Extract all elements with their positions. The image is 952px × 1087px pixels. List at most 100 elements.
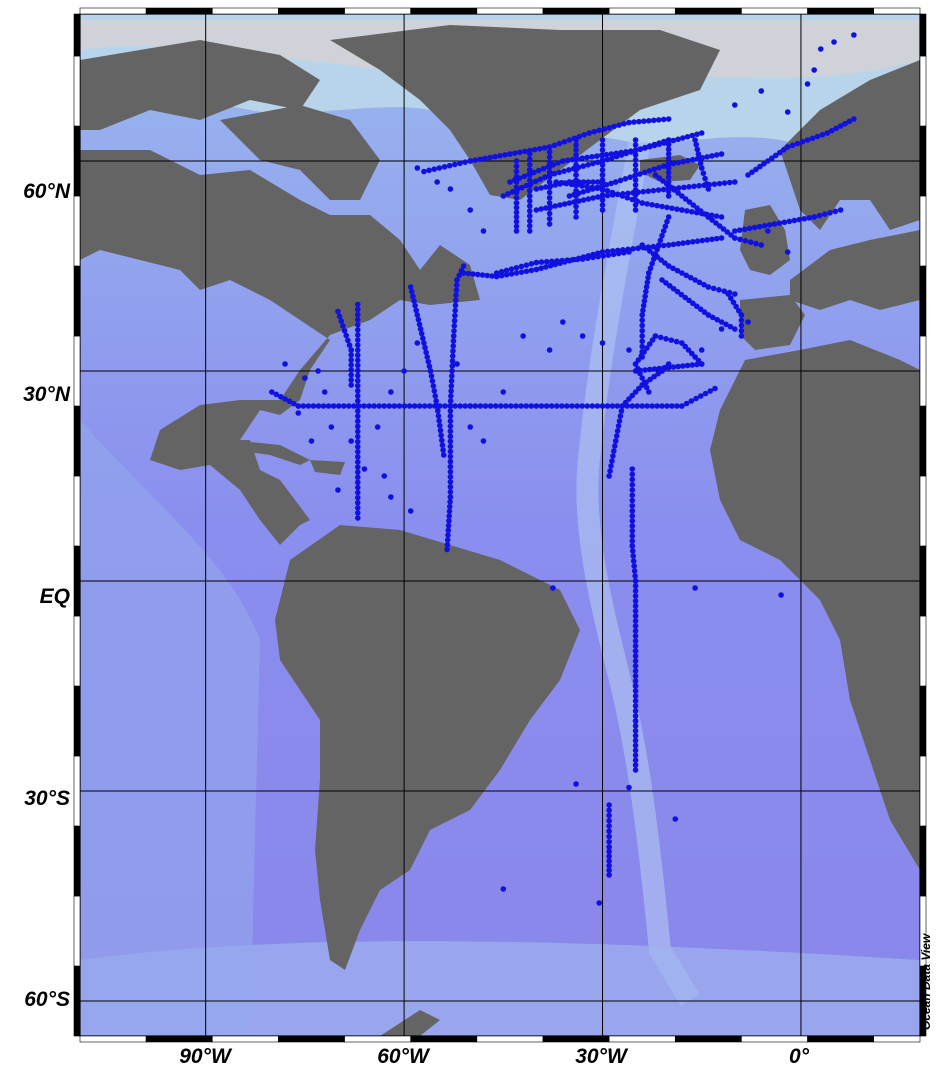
station-dot bbox=[513, 158, 520, 164]
frame-scale-segment bbox=[73, 545, 81, 617]
station-dot bbox=[560, 319, 566, 325]
station-dot bbox=[643, 284, 650, 290]
station-dot bbox=[503, 267, 510, 274]
station-dot bbox=[646, 168, 653, 174]
station-dot bbox=[566, 179, 573, 185]
frame-scale-segment bbox=[919, 13, 927, 57]
frame-scale-segment bbox=[542, 7, 610, 15]
station-dot bbox=[354, 322, 361, 328]
station-dot bbox=[354, 464, 361, 470]
station-dot bbox=[492, 403, 499, 409]
station-dot bbox=[632, 713, 639, 719]
station-dot bbox=[780, 147, 787, 153]
station-dot bbox=[617, 177, 624, 184]
station-dot bbox=[449, 368, 455, 374]
station-dot bbox=[629, 497, 636, 504]
station-dot bbox=[518, 403, 524, 409]
station-dot bbox=[781, 219, 788, 226]
station-dot bbox=[533, 207, 540, 213]
station-dot bbox=[689, 239, 696, 245]
frame-scale-segment bbox=[278, 7, 345, 15]
station-dot bbox=[580, 189, 587, 195]
station-dot bbox=[445, 522, 452, 529]
station-dot bbox=[599, 197, 606, 203]
frame-scale-segment bbox=[145, 7, 213, 15]
station-dot bbox=[681, 184, 687, 191]
station-dot bbox=[693, 209, 700, 216]
station-dot bbox=[665, 193, 672, 199]
station-dot bbox=[632, 172, 639, 178]
frame-scale-segment bbox=[608, 1035, 676, 1043]
station-dot bbox=[446, 508, 453, 515]
station-dot bbox=[713, 235, 720, 242]
station-dot bbox=[414, 165, 421, 171]
station-dot bbox=[551, 142, 558, 149]
station-dot bbox=[747, 239, 754, 245]
station-dot bbox=[354, 337, 361, 343]
station-dot bbox=[642, 293, 648, 300]
station-dot bbox=[824, 130, 831, 136]
station-dot bbox=[638, 353, 645, 359]
station-dot bbox=[629, 466, 636, 472]
station-dot bbox=[564, 257, 571, 263]
station-dot bbox=[773, 152, 779, 159]
station-dot bbox=[594, 194, 601, 200]
station-dot bbox=[541, 145, 548, 151]
station-dot bbox=[513, 223, 520, 230]
station-dot bbox=[629, 392, 636, 399]
cruise-track bbox=[632, 137, 639, 213]
station-dot bbox=[680, 363, 686, 369]
station-dot bbox=[589, 154, 595, 160]
station-dot bbox=[599, 202, 606, 208]
station-dot bbox=[682, 294, 688, 301]
station-dot bbox=[585, 255, 591, 262]
station-dot bbox=[477, 156, 483, 163]
frame-scale-segment bbox=[674, 7, 742, 15]
station-dot bbox=[644, 279, 651, 286]
station-dot bbox=[601, 126, 607, 132]
frame-scale-segment bbox=[73, 475, 81, 547]
station-dot bbox=[720, 226, 727, 232]
station-dot bbox=[447, 403, 454, 409]
station-dot bbox=[343, 332, 350, 339]
station-dot bbox=[632, 583, 639, 589]
station-dot bbox=[665, 137, 672, 143]
station-dot bbox=[584, 403, 591, 409]
station-dot bbox=[354, 413, 361, 419]
station-dot bbox=[694, 238, 701, 244]
station-dot bbox=[692, 585, 698, 591]
station-dot bbox=[599, 186, 606, 192]
station-dot bbox=[695, 357, 702, 364]
station-dot bbox=[680, 240, 686, 246]
station-dot bbox=[573, 214, 579, 220]
station-dot bbox=[480, 228, 487, 234]
station-dot bbox=[518, 263, 525, 270]
station-dot bbox=[632, 192, 639, 198]
station-dot bbox=[354, 484, 361, 491]
station-dot bbox=[629, 476, 636, 483]
station-dot bbox=[665, 174, 672, 181]
station-dot bbox=[650, 187, 657, 194]
station-dot bbox=[561, 201, 568, 207]
station-dot bbox=[655, 371, 661, 377]
station-dot bbox=[627, 148, 634, 154]
station-dot bbox=[538, 265, 544, 272]
station-dot bbox=[614, 428, 621, 434]
map-frame bbox=[73, 7, 927, 1043]
station-dot bbox=[728, 232, 734, 238]
station-dot bbox=[709, 314, 716, 321]
station-dot bbox=[556, 169, 563, 176]
station-dot bbox=[663, 280, 669, 286]
station-dot bbox=[632, 573, 638, 579]
station-dot bbox=[806, 215, 813, 221]
station-dot bbox=[439, 442, 446, 449]
station-dot bbox=[487, 403, 494, 409]
station-dot bbox=[535, 167, 542, 174]
station-dot bbox=[721, 288, 728, 295]
station-dot bbox=[689, 156, 696, 163]
station-dot bbox=[703, 211, 710, 218]
station-dot bbox=[354, 433, 361, 440]
station-dot bbox=[447, 458, 454, 465]
cruise-track bbox=[407, 284, 447, 458]
north-america bbox=[80, 150, 480, 545]
